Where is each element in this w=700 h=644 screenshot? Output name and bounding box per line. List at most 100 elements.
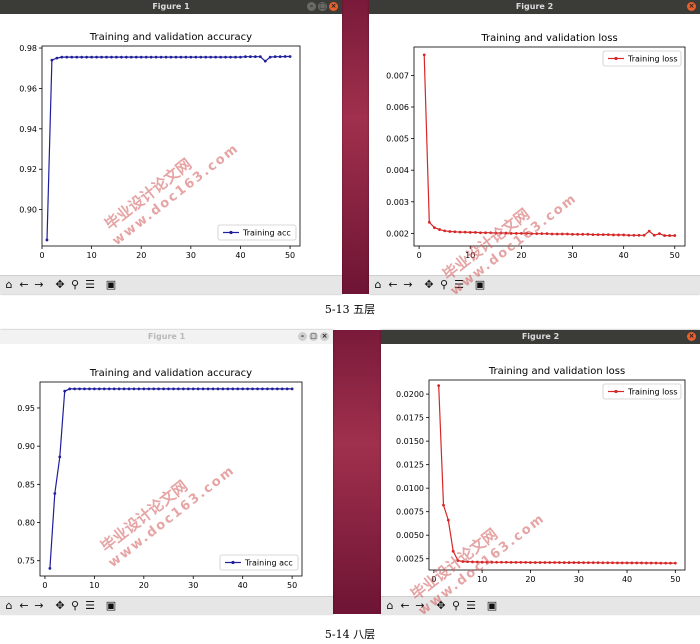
x-tick-label: 50 bbox=[670, 575, 680, 584]
data-point bbox=[288, 55, 292, 58]
pan-icon[interactable]: ✥ bbox=[424, 278, 434, 291]
configure-icon[interactable]: ☰ bbox=[85, 278, 95, 291]
data-point bbox=[630, 561, 634, 565]
data-point bbox=[117, 387, 121, 391]
back-icon[interactable]: ← bbox=[400, 599, 410, 612]
y-tick-label: 0.94 bbox=[19, 125, 37, 134]
data-point bbox=[177, 387, 180, 391]
data-point bbox=[514, 560, 518, 564]
data-point bbox=[427, 220, 431, 224]
zoom-icon[interactable]: ⚲ bbox=[439, 278, 449, 291]
data-point bbox=[591, 233, 595, 237]
data-point bbox=[253, 55, 257, 59]
data-point bbox=[606, 233, 610, 237]
data-point bbox=[273, 55, 277, 59]
data-point bbox=[275, 387, 279, 391]
save-icon[interactable]: ▣ bbox=[474, 278, 486, 291]
close-icon[interactable]: × bbox=[687, 332, 696, 341]
y-tick-label: 0.002 bbox=[386, 229, 409, 238]
forward-icon[interactable]: → bbox=[34, 599, 44, 612]
legend-box bbox=[217, 224, 297, 241]
data-point bbox=[50, 58, 54, 62]
back-icon[interactable]: ← bbox=[19, 278, 29, 291]
save-icon[interactable]: ▣ bbox=[105, 278, 117, 291]
forward-icon[interactable]: → bbox=[34, 278, 44, 291]
close-icon[interactable]: × bbox=[320, 332, 329, 341]
data-point bbox=[184, 55, 188, 59]
zoom-icon[interactable]: ⚲ bbox=[451, 599, 461, 612]
pan-icon[interactable]: ✥ bbox=[55, 278, 65, 291]
plot-area bbox=[428, 379, 686, 571]
data-point bbox=[525, 231, 528, 235]
close-icon[interactable]: × bbox=[687, 2, 696, 11]
data-point bbox=[122, 387, 126, 391]
data-point bbox=[668, 234, 672, 237]
legend-box bbox=[602, 383, 682, 400]
plot-area bbox=[41, 45, 301, 247]
data-point bbox=[159, 55, 163, 59]
data-point bbox=[572, 561, 576, 564]
data-point bbox=[479, 231, 482, 235]
data-point bbox=[248, 55, 252, 59]
close-icon[interactable]: × bbox=[329, 2, 338, 11]
chart-title: Training and validation loss bbox=[480, 33, 617, 44]
data-point bbox=[132, 387, 136, 391]
home-icon[interactable]: ⌂ bbox=[5, 599, 13, 612]
data-point bbox=[174, 55, 178, 59]
minimize-icon[interactable]: – bbox=[307, 2, 316, 11]
data-point bbox=[191, 387, 195, 391]
home-icon[interactable]: ⌂ bbox=[5, 278, 13, 291]
data-point bbox=[119, 55, 123, 59]
data-point bbox=[571, 232, 574, 236]
configure-icon[interactable]: ☰ bbox=[454, 278, 464, 291]
data-point bbox=[659, 561, 663, 565]
minimize-icon[interactable]: – bbox=[298, 332, 307, 341]
data-point bbox=[519, 231, 523, 235]
maximize-icon[interactable]: □ bbox=[309, 332, 318, 341]
data-point bbox=[612, 233, 615, 237]
zoom-icon[interactable]: ⚲ bbox=[70, 278, 80, 291]
data-point bbox=[164, 55, 168, 59]
data-point bbox=[83, 387, 86, 391]
zoom-icon[interactable]: ⚲ bbox=[70, 599, 80, 612]
data-point bbox=[519, 560, 523, 564]
back-icon[interactable]: ← bbox=[19, 599, 29, 612]
configure-icon[interactable]: ☰ bbox=[85, 599, 95, 612]
data-point bbox=[606, 561, 610, 565]
data-point bbox=[555, 232, 559, 236]
configure-icon[interactable]: ☰ bbox=[466, 599, 476, 612]
data-point bbox=[186, 387, 190, 391]
data-point bbox=[530, 232, 534, 236]
data-point bbox=[591, 561, 595, 565]
back-icon[interactable]: ← bbox=[388, 278, 398, 291]
chart-title: Training and validation accuracy bbox=[89, 368, 252, 379]
loss-chart: Training and validation loss 0 10 20 30 40 50 0… bbox=[386, 33, 686, 260]
data-point bbox=[58, 455, 62, 459]
y-tick-label: 0.0150 bbox=[396, 437, 424, 446]
x-tick-label: 40 bbox=[235, 251, 245, 260]
data-point bbox=[53, 492, 57, 495]
data-point bbox=[529, 561, 532, 564]
plot-toolbar: ⌂ ← → ✥ ⚲ ☰ ▣ bbox=[0, 596, 333, 615]
home-icon[interactable]: ⌂ bbox=[374, 278, 382, 291]
y-tick-label: 0.006 bbox=[386, 103, 409, 112]
x-tick-label: 50 bbox=[670, 251, 680, 260]
home-icon[interactable]: ⌂ bbox=[386, 599, 394, 612]
pan-icon[interactable]: ✥ bbox=[55, 599, 65, 612]
y-tick-label: 0.85 bbox=[17, 480, 35, 489]
pan-icon[interactable]: ✥ bbox=[436, 599, 446, 612]
x-tick-label: 40 bbox=[238, 581, 248, 590]
data-point bbox=[167, 387, 170, 391]
maximize-icon[interactable]: □ bbox=[318, 2, 327, 11]
save-icon[interactable]: ▣ bbox=[486, 599, 498, 612]
y-tick-label: 0.80 bbox=[17, 519, 35, 528]
data-point bbox=[97, 387, 101, 391]
data-point bbox=[422, 53, 426, 57]
data-point bbox=[142, 387, 146, 391]
data-point bbox=[524, 560, 528, 564]
save-icon[interactable]: ▣ bbox=[105, 599, 117, 612]
forward-icon[interactable]: → bbox=[403, 278, 413, 291]
x-tick-label: 30 bbox=[567, 251, 577, 260]
forward-icon[interactable]: → bbox=[415, 599, 425, 612]
window-titlebar: Figure 1 – □ × bbox=[0, 330, 333, 344]
